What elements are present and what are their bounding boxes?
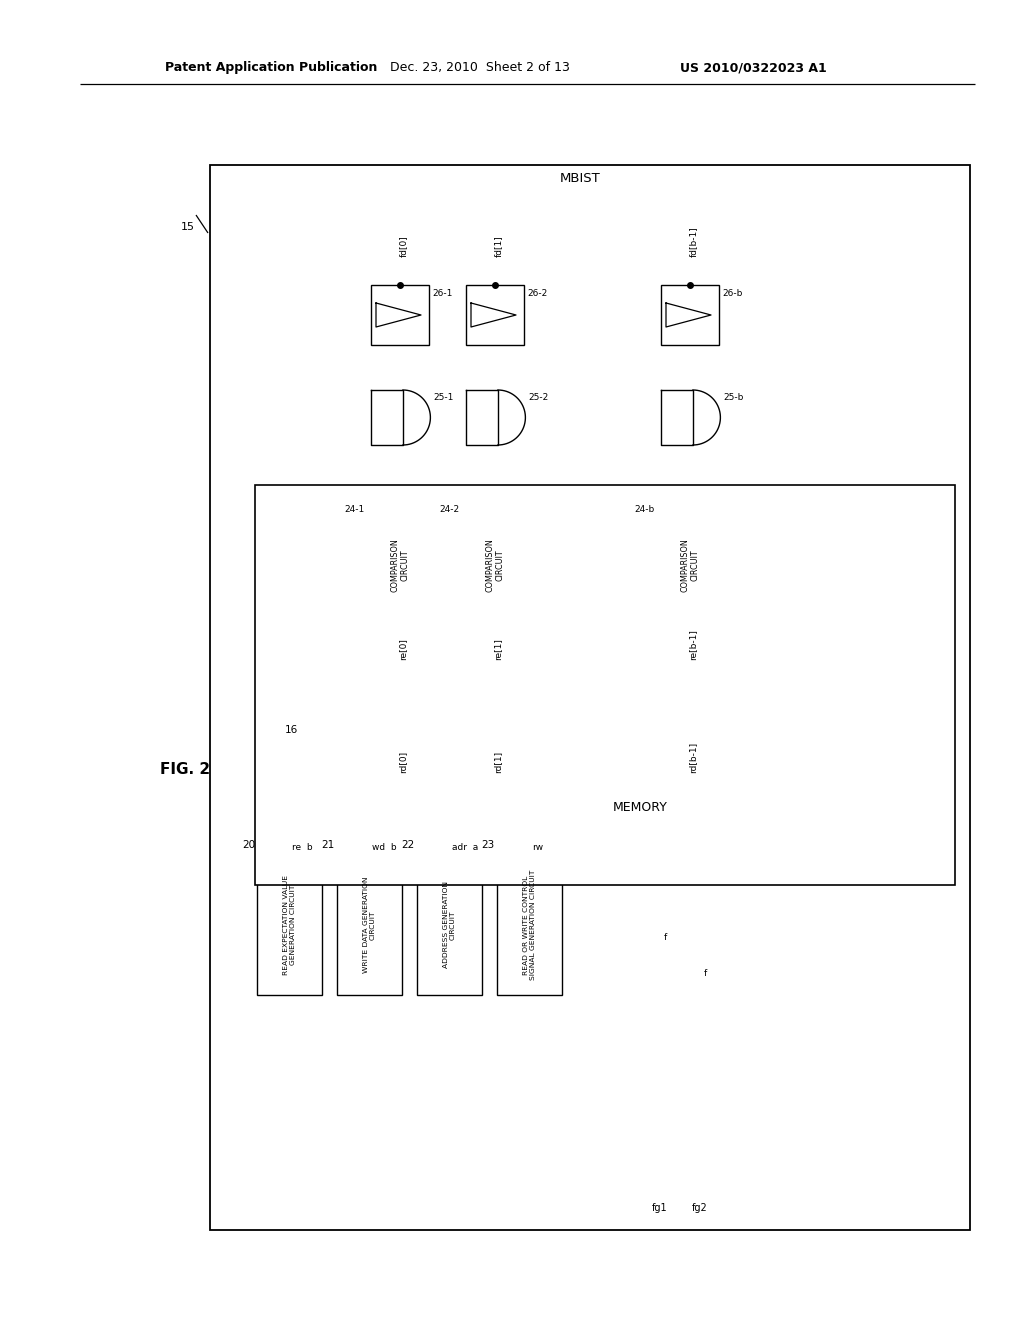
Bar [257, 855, 322, 995]
Text: 25-1: 25-1 [433, 393, 454, 403]
Text: re[1]: re[1] [494, 638, 503, 660]
Text: fd[b-1]: fd[b-1] [688, 226, 697, 257]
Text: rd[b-1]: rd[b-1] [688, 742, 697, 774]
Text: COMPARISON
CIRCUIT: COMPARISON CIRCUIT [390, 539, 410, 591]
Text: ADDRESS GENERATION
CIRCUIT: ADDRESS GENERATION CIRCUIT [443, 882, 456, 969]
Text: fg2: fg2 [692, 1203, 708, 1213]
Bar [463, 500, 527, 630]
Text: re  b: re b [293, 843, 313, 853]
Text: fg1: fg1 [652, 1203, 668, 1213]
Text: US 2010/0322023 A1: US 2010/0322023 A1 [680, 62, 826, 74]
Bar [270, 744, 930, 870]
Text: 16: 16 [285, 725, 298, 735]
Text: READ OR WRITE CONTROL
SIGNAL GENERATION CIRCUIT: READ OR WRITE CONTROL SIGNAL GENERATION … [523, 870, 536, 981]
Text: 20: 20 [242, 840, 255, 850]
Text: 24-1: 24-1 [344, 506, 365, 515]
Text: re[b-1]: re[b-1] [688, 630, 697, 660]
Bar [657, 500, 723, 630]
Text: 26-1: 26-1 [432, 289, 453, 297]
Bar [662, 285, 719, 345]
Bar [368, 500, 432, 630]
Text: rw: rw [532, 843, 544, 853]
Text: adr  a: adr a [453, 843, 479, 853]
Bar [210, 165, 970, 1230]
Text: 26-2: 26-2 [527, 289, 547, 297]
Text: fd[1]: fd[1] [494, 235, 503, 257]
Text: 24-2: 24-2 [439, 506, 460, 515]
Bar [371, 285, 429, 345]
Text: READ EXPECTATION VALUE
GENERATION CIRCUIT: READ EXPECTATION VALUE GENERATION CIRCUI… [283, 875, 296, 975]
Text: COMPARISON
CIRCUIT: COMPARISON CIRCUIT [485, 539, 505, 591]
Text: rd[1]: rd[1] [494, 751, 503, 774]
Text: 24-b: 24-b [634, 506, 654, 515]
Text: MBIST: MBIST [560, 172, 600, 185]
Text: fd[0]: fd[0] [398, 235, 408, 257]
Text: 22: 22 [401, 840, 415, 850]
Text: 15: 15 [181, 222, 195, 232]
Bar [337, 855, 402, 995]
Text: 25-b: 25-b [723, 393, 743, 403]
Text: 25-2: 25-2 [528, 393, 548, 403]
Text: Dec. 23, 2010  Sheet 2 of 13: Dec. 23, 2010 Sheet 2 of 13 [390, 62, 570, 74]
Text: MEMORY: MEMORY [612, 801, 668, 814]
Text: 21: 21 [322, 840, 335, 850]
Text: WRITE DATA GENERATION
CIRCUIT: WRITE DATA GENERATION CIRCUIT [362, 876, 376, 973]
Text: wd  b: wd b [373, 843, 397, 853]
Bar [255, 484, 955, 884]
Text: COMPARISON
CIRCUIT: COMPARISON CIRCUIT [680, 539, 699, 591]
Text: FIG. 2: FIG. 2 [160, 763, 210, 777]
Text: re[0]: re[0] [398, 638, 408, 660]
Text: rd[0]: rd[0] [398, 751, 408, 774]
Text: f: f [705, 969, 708, 978]
Bar [497, 855, 562, 995]
Bar [466, 285, 524, 345]
Text: 26-b: 26-b [722, 289, 742, 297]
Text: 23: 23 [481, 840, 495, 850]
Text: Patent Application Publication: Patent Application Publication [165, 62, 378, 74]
Text: f: f [664, 933, 668, 942]
Bar [417, 855, 482, 995]
